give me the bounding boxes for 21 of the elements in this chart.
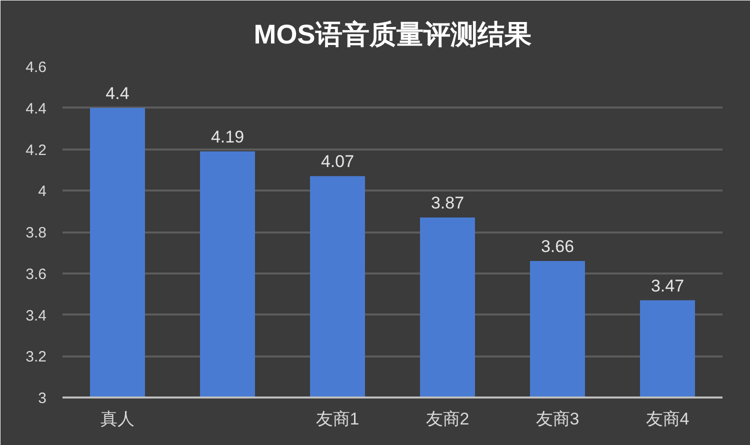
x-tick-label: 友商1 — [316, 410, 360, 428]
data-label: 3.87 — [430, 194, 464, 213]
y-tick-label: 3 — [38, 390, 46, 407]
x-tick-label: 友商4 — [646, 410, 690, 428]
x-tick-label: 友商2 — [426, 410, 470, 428]
data-label: 4.4 — [106, 84, 130, 103]
y-tick-label: 3.4 — [26, 307, 47, 324]
y-tick-label: 3.6 — [26, 266, 47, 283]
data-label: 4.19 — [210, 127, 244, 146]
y-tick-label: 4.2 — [26, 142, 47, 159]
x-tick-label: 友商3 — [536, 410, 580, 428]
y-tick-label: 3.8 — [26, 224, 47, 242]
data-label: 4.07 — [320, 152, 354, 172]
y-tick-label: 4.6 — [26, 59, 47, 76]
y-tick-label: 4.4 — [26, 100, 47, 118]
x-tick-label: 真人 — [100, 410, 134, 428]
data-label: 3.47 — [650, 276, 684, 296]
data-label: 3.66 — [540, 236, 574, 256]
chart-title: MOS语音质量评测结果 — [254, 20, 532, 50]
y-tick-label: 4 — [38, 183, 46, 200]
y-tick-label: 3.2 — [26, 348, 47, 366]
